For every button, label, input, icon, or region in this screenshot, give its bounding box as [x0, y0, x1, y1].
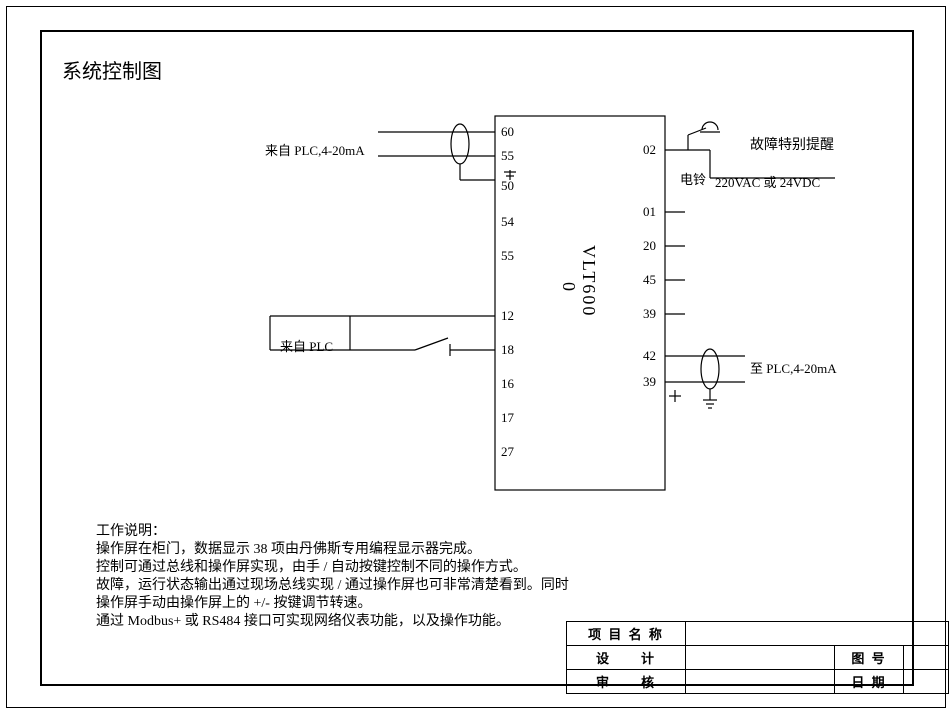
left-pin-18-6: 18 — [501, 342, 514, 358]
label-to-plc: 至 PLC,4-20mA — [750, 358, 837, 377]
contact-no — [415, 338, 448, 350]
left-pin-27-9: 27 — [501, 444, 514, 460]
shield-right — [701, 349, 719, 389]
label-from-plc-analog: 来自 PLC,4-20mA — [265, 140, 365, 159]
device-label: VLT600 — [578, 245, 599, 317]
notes-line-3: 操作屏手动由操作屏上的 +/- 按键调节转速。 — [96, 592, 371, 612]
right-pin-39-6: 39 — [643, 374, 656, 390]
right-pin-42-5: 42 — [643, 348, 656, 364]
title-block: 项 目 名 称 设 计 图 号 审 核 日 期 — [566, 621, 949, 694]
notes-line-4: 通过 Modbus+ 或 RS484 接口可实现网络仪表功能，以及操作功能。 — [96, 610, 510, 630]
left-pin-50-2: 50 — [501, 178, 514, 194]
tb-project-label: 项 目 名 称 — [567, 622, 686, 646]
notes-line-2: 故障，运行状态输出通过现场总线实现 / 通过操作屏也可非常清楚看到。同时 — [96, 574, 569, 594]
notes-header: 工作说明： — [96, 520, 166, 540]
left-pin-12-5: 12 — [501, 308, 514, 324]
tb-review-value — [686, 670, 835, 694]
label-from-plc-digital: 来自 PLC — [280, 336, 333, 355]
tb-design-label: 设 计 — [567, 646, 686, 670]
tb-figno-label: 图 号 — [835, 646, 904, 670]
right-pin-02-0: 02 — [643, 142, 656, 158]
right-pin-45-3: 45 — [643, 272, 656, 288]
label-bell: 电铃 — [680, 169, 706, 188]
left-pin-54-3: 54 — [501, 214, 514, 230]
tb-date-label: 日 期 — [835, 670, 904, 694]
right-pin-39-4: 39 — [643, 306, 656, 322]
tb-date-value — [904, 670, 949, 694]
tb-project-value — [686, 622, 949, 646]
tb-review-label: 审 核 — [567, 670, 686, 694]
notes-line-1: 控制可通过总线和操作屏实现，由手 / 自动按键控制不同的操作方式。 — [96, 556, 527, 576]
tb-design-value — [686, 646, 835, 670]
right-pin-20-2: 20 — [643, 238, 656, 254]
left-pin-16-7: 16 — [501, 376, 514, 392]
shield-left — [451, 124, 469, 164]
label-alarm: 故障特别提醒 — [750, 134, 834, 154]
right-pin-01-1: 01 — [643, 204, 656, 220]
left-pin-17-8: 17 — [501, 410, 514, 426]
notes-line-0: 操作屏在柜门，数据显示 38 项由丹佛斯专用编程显示器完成。 — [96, 538, 481, 558]
tb-figno-value — [904, 646, 949, 670]
left-pin-55-4: 55 — [501, 248, 514, 264]
device-sublabel: 0 — [558, 282, 579, 291]
left-pin-55-1: 55 — [501, 148, 514, 164]
left-pin-60-0: 60 — [501, 124, 514, 140]
label-voltage: 220VAC 或 24VDC — [715, 172, 820, 191]
